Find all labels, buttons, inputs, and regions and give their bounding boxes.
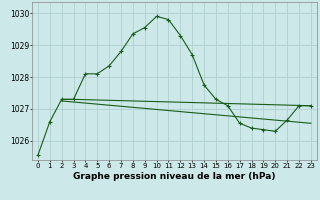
X-axis label: Graphe pression niveau de la mer (hPa): Graphe pression niveau de la mer (hPa) — [73, 172, 276, 181]
